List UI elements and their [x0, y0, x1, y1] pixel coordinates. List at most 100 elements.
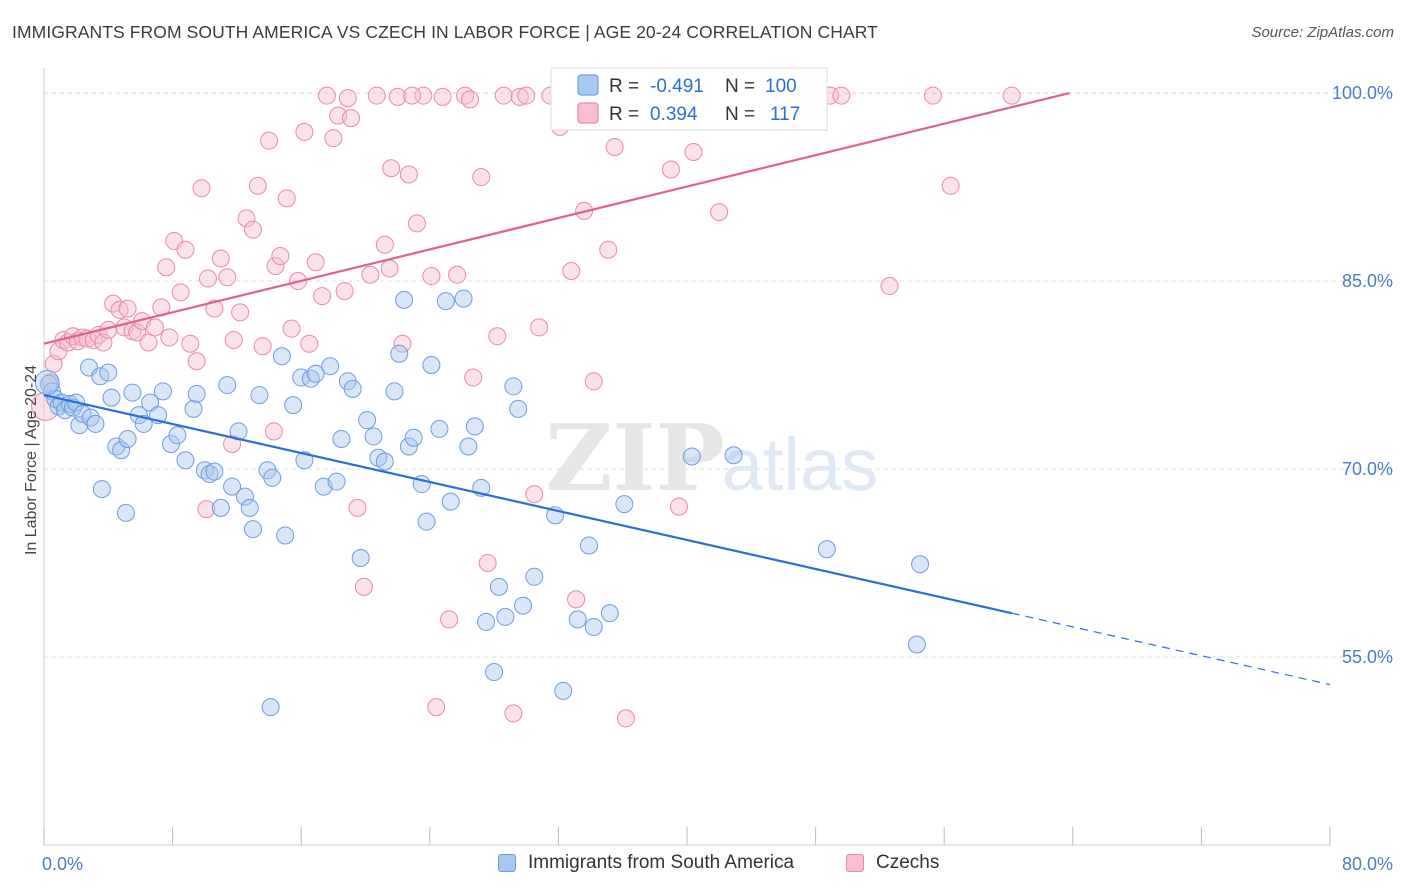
south-america-point-64 [395, 290, 414, 309]
south-america-point-47 [292, 368, 311, 387]
czechs-point-93 [684, 142, 703, 161]
south-america-point-44 [272, 347, 291, 366]
stats-n-label-1: N = [725, 76, 755, 97]
south-america-point-94 [817, 540, 836, 559]
czechs-point-83 [562, 262, 581, 281]
czechs-point-69 [440, 610, 459, 629]
south-america-point-20 [123, 383, 142, 402]
czechs-point-75 [488, 327, 507, 346]
south-america-point-70 [430, 419, 449, 438]
czechs-point-29 [192, 179, 211, 198]
y-tick-label-3: 100.0% [1332, 83, 1393, 103]
czechs-point-88 [605, 137, 624, 156]
czechs-point-103 [941, 176, 960, 195]
south-america-point-80 [496, 607, 515, 626]
czechs-point-41 [266, 257, 285, 276]
stats-n-value-2: 117 [770, 104, 800, 125]
legend-label-czechs: Czechs [876, 852, 940, 873]
trend-lines [43, 91, 1331, 686]
south-america-point-82 [509, 399, 528, 418]
south-america-point-16 [102, 388, 121, 407]
south-america-point-40 [243, 520, 262, 539]
legend-label-south-america: Immigrants from South America [528, 852, 795, 873]
south-america-point-87 [568, 610, 587, 629]
czechs-point-40 [260, 131, 279, 150]
south-america-point-61 [375, 452, 394, 471]
czechs-point-47 [300, 334, 319, 353]
south-america-point-79 [489, 577, 508, 596]
czechs-point-104 [1002, 86, 1021, 105]
stats-r-label-1: R = [609, 76, 639, 97]
south-america-point-91 [615, 495, 634, 514]
south-america-point-15 [99, 363, 118, 382]
south-america-point-65 [399, 437, 418, 456]
czechs-point-39 [253, 337, 272, 356]
legend-item-south-america[interactable]: Immigrants from South America [498, 852, 794, 874]
south-america-trend-line [43, 394, 1012, 615]
czechs-point-101 [880, 277, 899, 296]
south-america-point-54 [332, 429, 351, 448]
czechs-point-72 [464, 368, 483, 387]
czechs-point-67 [427, 698, 446, 717]
czechs-point-105 [264, 422, 283, 441]
czechs-point-28 [187, 352, 206, 371]
south-america-point-38 [235, 487, 254, 506]
south-america-point-53 [327, 472, 346, 491]
czechs-point-30 [198, 269, 217, 288]
south-america-point-32 [200, 465, 219, 484]
czechs-point-66 [422, 267, 441, 286]
czechs-point-54 [342, 109, 361, 128]
south-america-point-49 [301, 369, 320, 388]
czechs-point-37 [243, 220, 262, 239]
czechs-point-44 [282, 319, 301, 338]
czechs-point-92 [661, 160, 680, 179]
south-america-point-81 [504, 377, 523, 396]
czechs-point-32 [211, 249, 230, 268]
south-america-point-63 [390, 344, 409, 363]
czechs-point-73 [472, 168, 491, 187]
czechs-point-76 [494, 86, 513, 105]
y-tick-label-1: 70.0% [1342, 459, 1393, 479]
south-america-point-48 [295, 451, 314, 470]
czechs-point-25 [171, 283, 190, 302]
south-america-point-78 [485, 663, 504, 682]
czechs-trend-line [43, 91, 1070, 345]
watermark-atlas: atlas [722, 423, 878, 506]
south-america-point-57 [351, 549, 370, 568]
czechs-point-31 [205, 299, 224, 318]
czechs-point-84 [567, 590, 586, 609]
stats-legend-pink-swatch [577, 102, 599, 124]
stats-n-label-2: N = [725, 104, 755, 125]
bottom-legend: Immigrants from South America Czechs [0, 852, 1406, 878]
south-america-point-93 [724, 446, 743, 465]
south-america-point-28 [176, 451, 195, 470]
south-america-point-68 [417, 512, 436, 531]
czechs-point-115 [160, 328, 179, 347]
south-america-point-84 [525, 567, 544, 586]
czechs-point-43 [277, 189, 296, 208]
south-america-point-29 [184, 399, 203, 418]
czechs-point-78 [510, 87, 529, 106]
south-america-point-26 [161, 434, 180, 453]
stats-n-value-1: 100 [765, 76, 797, 97]
south-america-point-99 [116, 503, 135, 522]
czechs-point-20 [139, 333, 158, 352]
stats-legend: R = -0.491 N = 100 R = 0.394 N = 117 [550, 67, 828, 131]
south-america-point-72 [441, 492, 460, 511]
czechs-point-36 [237, 209, 256, 228]
south-america-point-83 [514, 596, 533, 615]
czechs-point-116 [380, 259, 399, 278]
south-america-point-90 [600, 604, 619, 623]
czechs-point-70 [448, 265, 467, 284]
stats-legend-blue-swatch [577, 74, 599, 96]
legend-item-czechs[interactable]: Czechs [846, 852, 939, 874]
czechs-point-21 [145, 318, 164, 337]
czechs-point-89 [616, 709, 635, 728]
south-america-point-39 [240, 498, 259, 517]
south-america-point-71 [436, 292, 455, 311]
south-america-point-97 [261, 698, 280, 717]
south-america-point-88 [579, 536, 598, 555]
south-america-point-45 [276, 526, 295, 545]
south-america-point-52 [321, 357, 340, 376]
czechs-point-77 [504, 704, 523, 723]
